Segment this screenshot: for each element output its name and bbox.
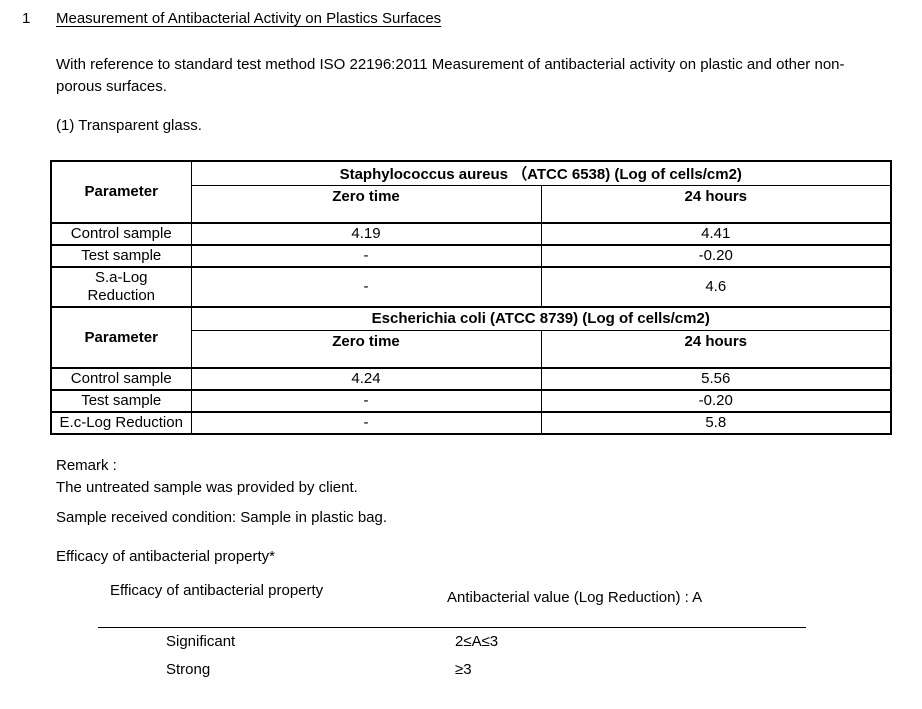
efficacy-table: Efficacy of antibacterial property Antib… xyxy=(0,575,922,695)
intro-paragraph: With reference to standard test method I… xyxy=(56,56,845,95)
efficacy-level-strong: Strong xyxy=(166,661,211,678)
parameter-header-sa: Parameter xyxy=(50,160,192,224)
efficacy-value-strong: ≥3 xyxy=(455,661,472,678)
table-row: Test sample - -0.20 xyxy=(50,389,892,413)
table-row: E.c-Log Reduction - 5.8 xyxy=(50,411,892,434)
efficacy-value-significant: 2≤A≤3 xyxy=(455,633,499,650)
sample-condition: Sample received condition: Sample in pla… xyxy=(56,509,388,526)
table-row: Control sample 4.19 4.41 xyxy=(50,222,892,246)
row-label-control-sa: Control sample xyxy=(50,222,192,246)
remark-block: Remark : The untreated sample was provid… xyxy=(56,455,358,499)
table-row: Zero time 24 hours xyxy=(51,330,892,369)
row-label-control-ec: Control sample xyxy=(50,367,192,391)
parameter-header-ec: Parameter xyxy=(50,306,192,369)
row-label-logred-sa: S.a-Log Reduction xyxy=(50,266,192,308)
section-number: 1 xyxy=(22,10,31,27)
cell-logred-zero-sa: - xyxy=(190,266,542,308)
table-row: Control sample 4.24 5.56 xyxy=(50,367,892,391)
col-header-24-hours-sa: 24 hours xyxy=(540,185,892,224)
remark-text: The untreated sample was provided by cli… xyxy=(56,479,358,496)
table-row: Test sample - -0.20 xyxy=(50,244,892,268)
cell-test-zero-sa: - xyxy=(190,244,542,268)
efficacy-col1-header: Efficacy of antibacterial property xyxy=(110,582,324,599)
table-row: Parameter Escherichia coli (ATCC 8739) (… xyxy=(50,306,892,369)
table-row: Parameter Staphylococcus aureus （ATCC 65… xyxy=(50,160,892,224)
col-header-24-hours-ec: 24 hours xyxy=(540,330,892,369)
cell-logred-24h-ec: 5.8 xyxy=(540,411,892,434)
species-title-ec: Escherichia coli (ATCC 8739) (Log of cel… xyxy=(190,306,892,331)
efficacy-level-significant: Significant xyxy=(166,633,236,650)
col-header-zero-time-sa: Zero time xyxy=(190,185,542,224)
cell-logred-24h-sa: 4.6 xyxy=(540,266,892,308)
row-label-test-sa: Test sample xyxy=(50,244,192,268)
page-title: Measurement of Antibacterial Activity on… xyxy=(56,10,442,27)
species-title-sa: Staphylococcus aureus （ATCC 6538) (Log o… xyxy=(190,160,892,186)
remark-label: Remark : xyxy=(56,457,117,474)
table-row: S.a-Log Reduction - 4.6 xyxy=(50,266,892,308)
table-row: Zero time 24 hours xyxy=(51,185,892,224)
efficacy-divider-line xyxy=(98,627,806,628)
col-header-zero-time-ec: Zero time xyxy=(190,330,542,369)
cell-test-24h-ec: -0.20 xyxy=(540,389,892,413)
efficacy-col2-header: Antibacterial value (Log Reduction) : A xyxy=(447,589,703,606)
row-label-test-ec: Test sample xyxy=(50,389,192,413)
cell-control-24h-sa: 4.41 xyxy=(540,222,892,246)
cell-logred-zero-ec: - xyxy=(190,411,542,434)
cell-test-zero-ec: - xyxy=(190,389,542,413)
results-table: Parameter Staphylococcus aureus （ATCC 65… xyxy=(50,160,893,435)
efficacy-heading: Efficacy of antibacterial property* xyxy=(56,548,276,565)
cell-control-zero-ec: 4.24 xyxy=(190,367,542,391)
cell-test-24h-sa: -0.20 xyxy=(540,244,892,268)
cell-control-24h-ec: 5.56 xyxy=(540,367,892,391)
row-label-logred-ec: E.c-Log Reduction xyxy=(50,411,192,434)
cell-control-zero-sa: 4.19 xyxy=(190,222,542,246)
sample-item-label: (1) Transparent glass. xyxy=(56,117,202,134)
